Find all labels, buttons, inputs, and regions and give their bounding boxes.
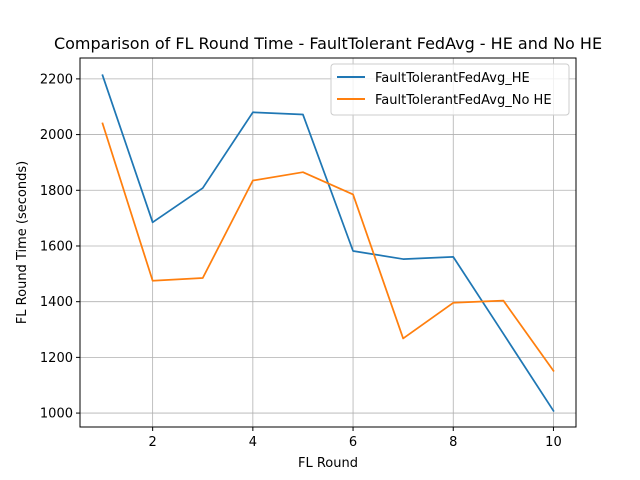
y-axis-label: FL Round Time (seconds) xyxy=(15,161,30,324)
series-line-no-he xyxy=(101,122,555,372)
x-tick-label: 6 xyxy=(349,435,357,450)
legend-label-he: FaultTolerantFedAvg_HE xyxy=(375,71,530,86)
y-axis-ticks: 1000 1200 1400 1600 1800 2000 2200 xyxy=(40,72,80,422)
y-tick-label: 2200 xyxy=(40,72,73,87)
x-tick-label: 8 xyxy=(449,435,457,450)
x-axis-ticks: 2 4 6 8 10 xyxy=(149,427,562,450)
y-tick-label: 2000 xyxy=(40,128,73,143)
legend-box xyxy=(330,63,570,116)
y-tick-label: 1600 xyxy=(40,239,73,254)
grid xyxy=(80,58,576,427)
y-tick-label: 1000 xyxy=(40,407,73,422)
legend: FaultTolerantFedAvg_HE FaultTolerantFedA… xyxy=(330,63,570,116)
y-tick-label: 1400 xyxy=(40,295,73,310)
x-tick-label: 2 xyxy=(149,435,157,450)
plot-frame xyxy=(79,57,577,428)
y-tick-label: 1200 xyxy=(40,351,73,366)
series-line-he xyxy=(101,74,555,413)
x-tick-label: 10 xyxy=(545,435,562,450)
x-tick-label: 4 xyxy=(249,435,257,450)
series-lines xyxy=(101,74,555,413)
chart-title: Comparison of FL Round Time - FaultToler… xyxy=(54,34,602,53)
y-tick-label: 1800 xyxy=(40,184,73,199)
x-axis-label: FL Round xyxy=(298,456,358,471)
legend-label-no-he: FaultTolerantFedAvg_No HE xyxy=(375,93,552,108)
